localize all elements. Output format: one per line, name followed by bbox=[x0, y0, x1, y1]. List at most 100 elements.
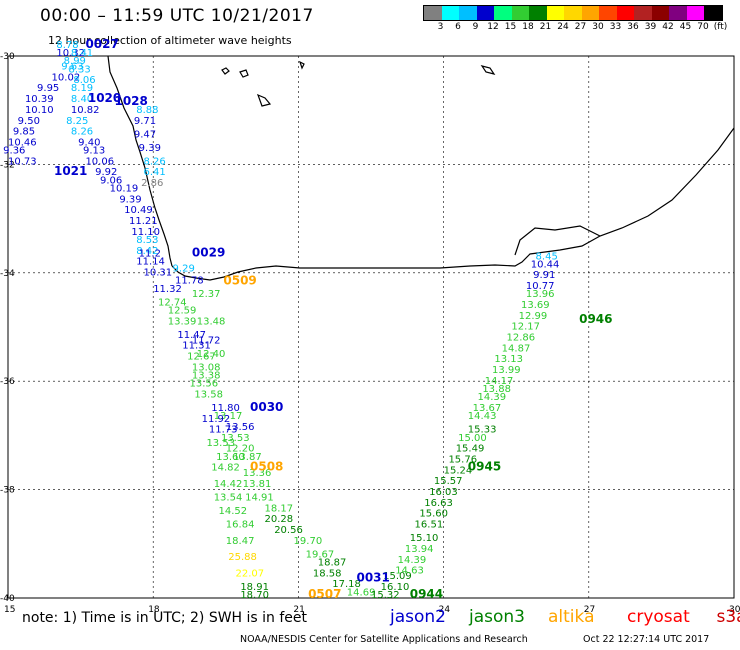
color-swatch bbox=[704, 6, 722, 20]
track-time-label: 0945 bbox=[468, 460, 501, 474]
wave-height-value: 19.67 bbox=[306, 549, 335, 560]
footer-credit: NOAA/NESDIS Center for Satellite Applica… bbox=[240, 634, 528, 645]
color-scale-label: 6 bbox=[455, 22, 461, 32]
page-subtitle: 12 hour collection of altimeter wave hei… bbox=[48, 34, 292, 47]
wave-height-value: 9.39 bbox=[139, 143, 161, 154]
wave-height-value: 8.99 bbox=[64, 56, 86, 67]
wave-height-value: 9.91 bbox=[533, 270, 555, 281]
color-scale-label: 18 bbox=[522, 22, 534, 32]
wave-height-value: 13.48 bbox=[197, 316, 226, 327]
wave-height-value: 14.52 bbox=[219, 506, 248, 517]
color-swatch bbox=[564, 6, 582, 20]
color-swatch bbox=[581, 6, 599, 20]
wave-height-value: 15.33 bbox=[468, 425, 497, 436]
wave-height-value: 10.06 bbox=[85, 156, 114, 167]
wave-height-value: 9.39 bbox=[119, 194, 141, 205]
wave-height-value: 10.10 bbox=[25, 105, 54, 116]
wave-height-value: 10.32 bbox=[56, 48, 85, 59]
wave-height-value: 11.31 bbox=[182, 341, 211, 352]
wave-height-value: 12.40 bbox=[197, 349, 226, 360]
wave-height-value: 8.25 bbox=[66, 116, 88, 127]
wave-height-value: 13.81 bbox=[243, 479, 272, 490]
wave-height-value: 9.95 bbox=[37, 83, 59, 94]
satellite-label-altika: altika bbox=[548, 607, 595, 627]
wave-height-value: 11.78 bbox=[175, 276, 204, 287]
color-scale-label: (ft) bbox=[713, 22, 728, 32]
wave-height-value: 22.07 bbox=[235, 568, 264, 579]
track-time-label: 0027 bbox=[85, 37, 118, 51]
wave-height-value: 10.19 bbox=[110, 184, 139, 195]
wave-height-value: 20.28 bbox=[265, 514, 294, 525]
wave-height-value: 14.39 bbox=[477, 392, 506, 403]
color-swatch bbox=[459, 6, 477, 20]
wave-height-value: 20.56 bbox=[274, 525, 303, 536]
lon-tick-label: 27 bbox=[584, 605, 595, 615]
wave-height-value: 13.13 bbox=[494, 354, 523, 365]
wave-height-value: 14.17 bbox=[485, 376, 514, 387]
wave-height-value: 18.17 bbox=[265, 503, 294, 514]
wave-height-value: 11.72 bbox=[192, 335, 221, 346]
color-swatch bbox=[529, 6, 547, 20]
wave-height-value: 2.86 bbox=[141, 178, 163, 189]
color-swatch bbox=[494, 6, 512, 20]
wave-height-value: 13.60 bbox=[216, 452, 245, 463]
wave-height-value: 11.2 bbox=[139, 249, 161, 260]
wave-height-value: 9.92 bbox=[95, 167, 117, 178]
wave-height-value: 8.42 bbox=[136, 246, 158, 257]
wave-height-value: 13.39 bbox=[168, 316, 197, 327]
wave-height-value: 17.18 bbox=[332, 579, 361, 590]
wave-height-value: 9.29 bbox=[173, 264, 195, 275]
wave-height-value: 15.60 bbox=[419, 509, 448, 520]
lon-tick-label: 30 bbox=[729, 605, 740, 615]
color-scale-label: 15 bbox=[504, 22, 517, 32]
track-time-label: 0944 bbox=[410, 587, 443, 601]
color-scale-label: 27 bbox=[574, 22, 587, 32]
wave-height-value: 10.31 bbox=[144, 268, 173, 279]
wave-height-value: 15.32 bbox=[371, 590, 400, 601]
color-scale-label: 9 bbox=[472, 22, 479, 32]
wave-height-value: 11.47 bbox=[177, 330, 206, 341]
lat-tick-label: -38 bbox=[0, 486, 15, 496]
page-title: 00:00 – 11:59 UTC 10/21/2017 bbox=[40, 6, 314, 26]
wave-height-value: 13.56 bbox=[226, 422, 255, 433]
wave-height-value: 16.63 bbox=[424, 498, 453, 509]
color-scale-label: 21 bbox=[539, 22, 552, 32]
map-grid bbox=[8, 56, 734, 598]
wave-height-value: 8.53 bbox=[136, 235, 158, 246]
lat-tick-label: -36 bbox=[0, 377, 15, 387]
wave-height-value: 19.70 bbox=[294, 536, 323, 547]
wave-height-value: 9.71 bbox=[134, 116, 156, 127]
wave-height-value: 10.73 bbox=[8, 156, 37, 167]
island-3 bbox=[256, 93, 272, 107]
wave-height-value: 14.91 bbox=[245, 492, 274, 503]
island-2 bbox=[239, 69, 249, 78]
wave-height-value: 12.37 bbox=[192, 289, 221, 300]
wave-height-value: 9.50 bbox=[18, 116, 40, 127]
island-1 bbox=[221, 67, 230, 75]
color-swatch bbox=[599, 6, 617, 20]
wave-height-value: 13.17 bbox=[214, 411, 243, 422]
color-swatch bbox=[686, 6, 704, 20]
wave-height-value: 13.58 bbox=[194, 389, 223, 400]
wave-height-value: 11.21 bbox=[129, 216, 158, 227]
color-scale-label: 45 bbox=[679, 22, 692, 32]
wave-height-value: 8.40 bbox=[71, 94, 93, 105]
lon-tick-label: 24 bbox=[439, 605, 451, 615]
wave-height-value: 9.36 bbox=[3, 146, 25, 157]
color-scale-label: 30 bbox=[592, 22, 604, 32]
footer-timestamp: Oct 22 12:27:14 UTC 2017 bbox=[583, 634, 710, 645]
color-swatch bbox=[424, 6, 442, 20]
wave-height-value: 13.53 bbox=[206, 438, 235, 449]
wave-height-value: 15.00 bbox=[458, 433, 487, 444]
color-scale-label: 39 bbox=[644, 22, 657, 32]
track-time-label: 1021 bbox=[54, 164, 87, 178]
track-time-label: 0031 bbox=[356, 571, 389, 585]
wave-height-value: 14.69 bbox=[347, 587, 376, 598]
lon-tick-label: 15 bbox=[4, 605, 15, 615]
track-time-label: 0509 bbox=[223, 274, 256, 288]
wave-height-value: 8.26 bbox=[144, 156, 166, 167]
wave-height-value: 13.96 bbox=[526, 289, 555, 300]
color-swatch bbox=[616, 6, 634, 20]
